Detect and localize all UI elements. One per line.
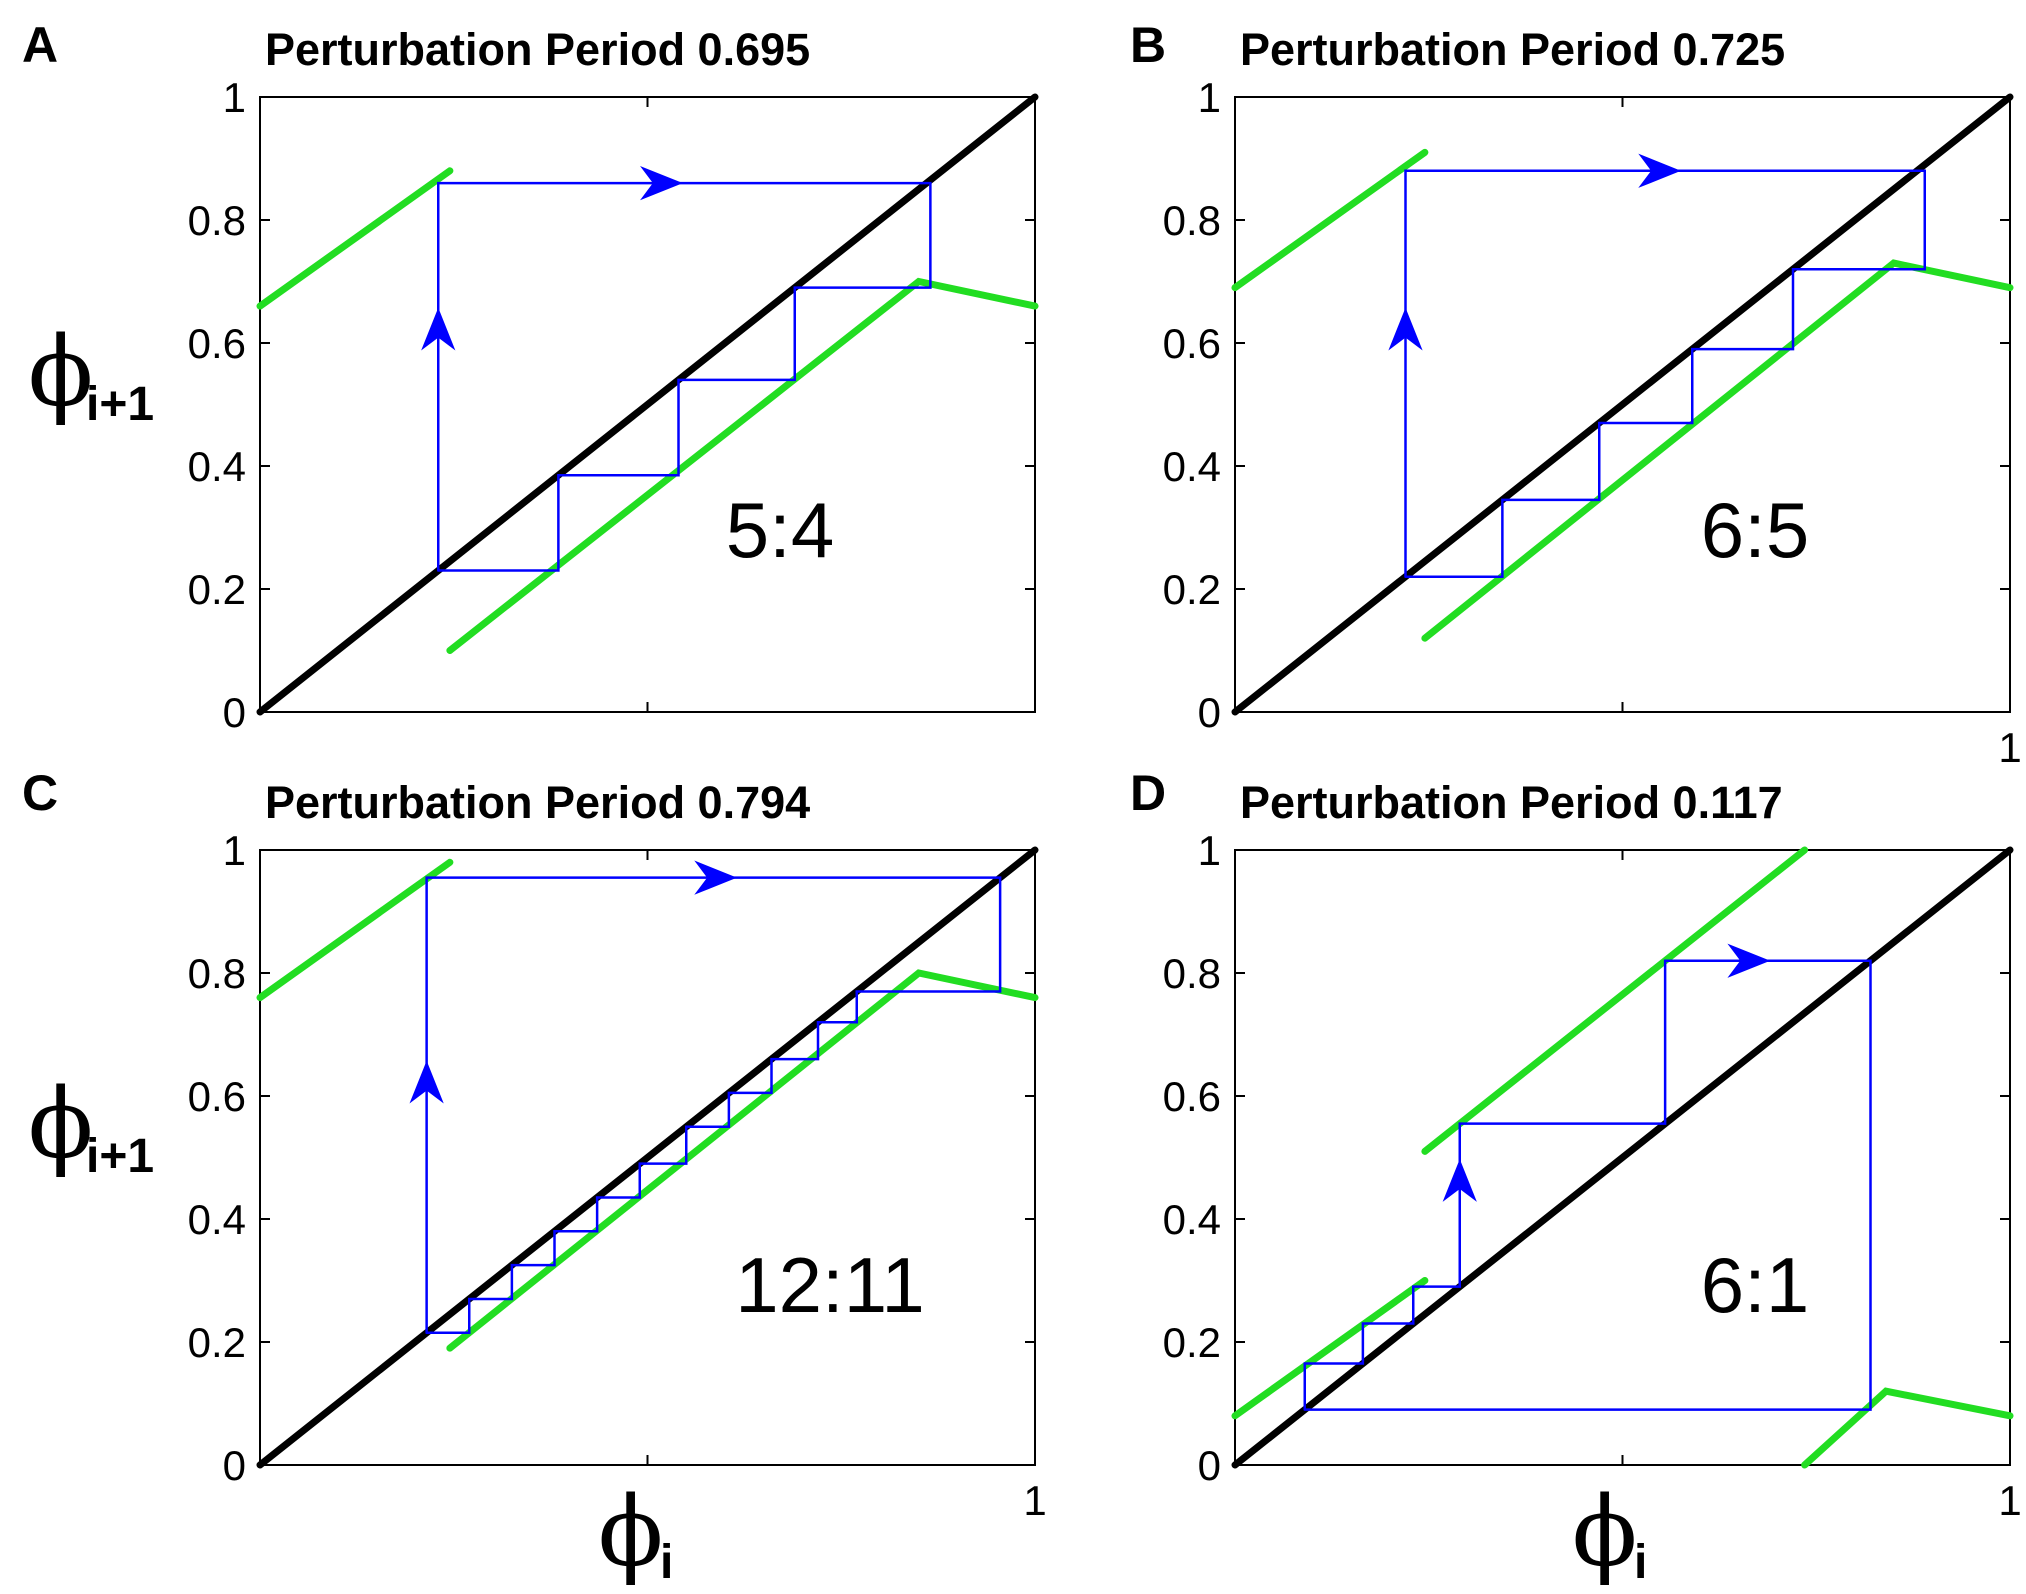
series-map-right bbox=[1421, 259, 2014, 642]
x-axis-subscript-left: i bbox=[660, 1536, 673, 1589]
y-tick-label: 0.6 bbox=[188, 1073, 246, 1120]
y-tick-label: 0 bbox=[223, 689, 246, 736]
panel-c: C Perturbation Period 0.794 0 0.2 0.4 0.6 0.8 1… bbox=[22, 765, 1047, 1524]
y-tick-label: 0.8 bbox=[188, 197, 246, 244]
panel-title: Perturbation Period 0.117 bbox=[1240, 777, 1783, 828]
ratio-label: 5:4 bbox=[726, 486, 834, 574]
panel-title: Perturbation Period 0.794 bbox=[265, 777, 810, 828]
series-cobweb bbox=[1404, 169, 1926, 578]
series-map-right bbox=[446, 969, 1039, 1352]
series-map-right bbox=[1801, 1387, 2014, 1469]
y-tick-label: 0.6 bbox=[1163, 320, 1221, 367]
y-tick-label: 0.6 bbox=[188, 320, 246, 367]
y-tick-label: 0.4 bbox=[188, 443, 246, 490]
cobweb-arrow-up bbox=[1388, 307, 1423, 351]
panel-a: A Perturbation Period 0.695 0 0.2 0.4 0.6 0.8 1… bbox=[22, 17, 1039, 736]
y-tick-label: 0.2 bbox=[1163, 1319, 1221, 1366]
panel-letter: B bbox=[1130, 17, 1166, 73]
series-cobweb bbox=[437, 181, 932, 572]
series-cobweb bbox=[425, 876, 1002, 1335]
y-tick-label: 1 bbox=[1198, 74, 1221, 121]
y-tick-label: 0.8 bbox=[1163, 197, 1221, 244]
panel-d: D Perturbation Period 0.117 0 0.2 0.4 0.6 0.8 1… bbox=[1130, 765, 2022, 1524]
ratio-label: 6:1 bbox=[1701, 1241, 1809, 1329]
x-axis-subscript-right: i bbox=[1634, 1536, 1647, 1589]
y-tick-label: 0.2 bbox=[1163, 566, 1221, 613]
cobweb-arrow-right bbox=[640, 165, 683, 201]
cobweb-arrow-right bbox=[1727, 943, 1771, 978]
y-tick-label: 0.2 bbox=[188, 1319, 246, 1366]
cobweb-arrow-up bbox=[1442, 1159, 1477, 1202]
series-identity bbox=[1231, 93, 2014, 716]
cobweb-arrow-up bbox=[421, 307, 456, 351]
x-tick-label: 1 bbox=[1023, 1477, 1046, 1524]
panel-title: Perturbation Period 0.695 bbox=[265, 24, 810, 75]
series-map-upper bbox=[1421, 846, 1809, 1155]
x-tick-label: 1 bbox=[1998, 1477, 2021, 1524]
series-map-left bbox=[1231, 148, 1429, 292]
y-axis-label-top: ϕ bbox=[28, 316, 93, 428]
panel-b: B Perturbation Period 0.725 0 0.2 0.4 0.6 0.8 1… bbox=[1130, 17, 2022, 771]
series-map-lower-left bbox=[1231, 1277, 1429, 1420]
y-tick-label: 0.4 bbox=[1163, 443, 1221, 490]
series-map-left bbox=[256, 858, 454, 1002]
y-tick-label: 0 bbox=[1198, 1442, 1221, 1489]
ratio-label: 6:5 bbox=[1701, 486, 1809, 574]
y-tick-label: 1 bbox=[223, 74, 246, 121]
cobweb-arrow-right bbox=[694, 860, 738, 895]
x-axis-label-left: ϕ bbox=[598, 1476, 663, 1588]
y-tick-label: 0 bbox=[1198, 689, 1221, 736]
series-map-right bbox=[446, 277, 1039, 654]
panel-title: Perturbation Period 0.725 bbox=[1240, 24, 1785, 75]
cobweb-arrow-right bbox=[1638, 153, 1682, 188]
y-tick-label: 1 bbox=[1198, 827, 1221, 874]
y-tick-label: 0.4 bbox=[188, 1196, 246, 1243]
series-identity bbox=[256, 846, 1039, 1469]
cobweb-arrow-up bbox=[409, 1060, 444, 1104]
y-tick-label: 0.4 bbox=[1163, 1196, 1221, 1243]
series-cobweb bbox=[1303, 959, 1872, 1411]
y-axis-label-bottom: ϕ bbox=[28, 1068, 93, 1180]
series-identity bbox=[256, 93, 1039, 716]
x-axis-label-right: ϕ bbox=[1572, 1476, 1637, 1588]
series-identity bbox=[1231, 846, 2014, 1469]
ratio-label: 12:11 bbox=[735, 1241, 924, 1329]
series-map-left bbox=[256, 167, 454, 310]
y-axis-subscript-top: i+1 bbox=[86, 378, 154, 431]
x-tick-label: 1 bbox=[1998, 724, 2021, 771]
y-tick-label: 0.6 bbox=[1163, 1073, 1221, 1120]
y-tick-label: 0 bbox=[223, 1442, 246, 1489]
y-tick-label: 0.8 bbox=[188, 950, 246, 997]
y-tick-label: 0.2 bbox=[188, 566, 246, 613]
y-tick-label: 0.8 bbox=[1163, 950, 1221, 997]
panel-letter: A bbox=[22, 17, 58, 73]
y-tick-label: 1 bbox=[223, 827, 246, 874]
y-axis-subscript-bottom: i+1 bbox=[86, 1130, 154, 1183]
panel-letter: C bbox=[22, 765, 58, 821]
panel-letter: D bbox=[1130, 765, 1166, 821]
